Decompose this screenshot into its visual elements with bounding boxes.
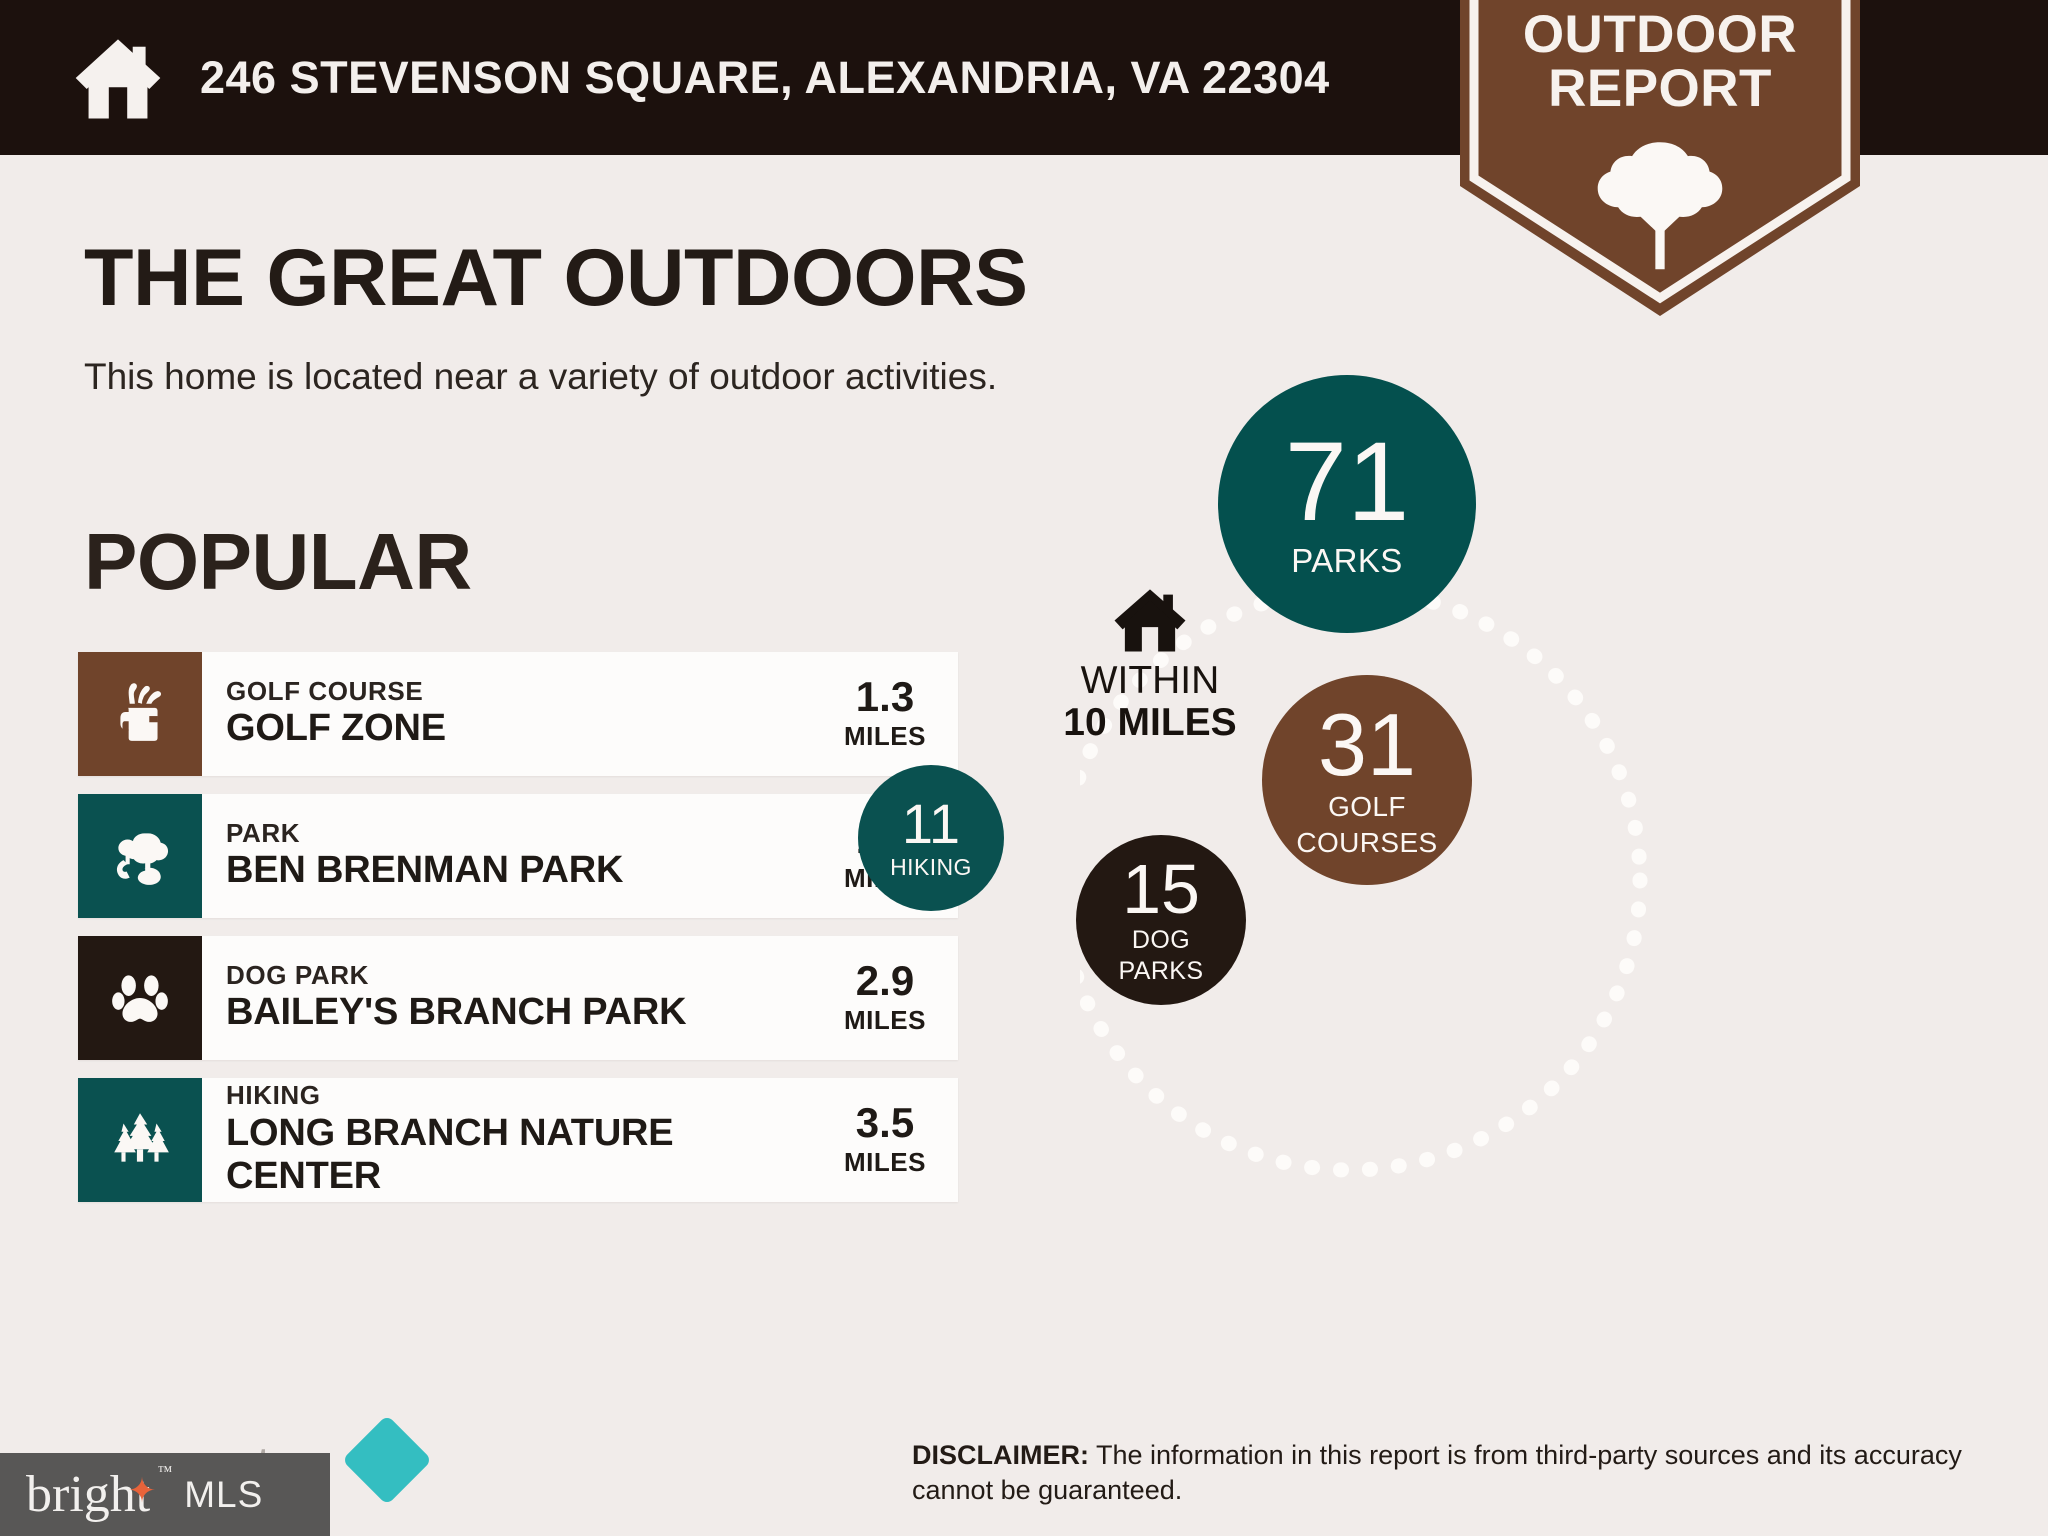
page-title: THE GREAT OUTDOORS — [84, 233, 1028, 323]
list-item-category: PARK — [226, 817, 301, 848]
badge-line-1: OUTDOOR — [1522, 5, 1798, 64]
logo-mls-text: MLS — [184, 1473, 264, 1515]
badge-line-2: REPORT — [1548, 59, 1772, 119]
list-item-name: GOLF ZONE — [226, 707, 446, 750]
list-item-category: HIKING — [226, 1080, 321, 1111]
logo-tm: ™ — [157, 1463, 173, 1480]
bubble-label: GOLF — [1328, 791, 1406, 823]
disclaimer: DISCLAIMER: The information in this repo… — [912, 1438, 1982, 1507]
category-tile-golf-course — [78, 652, 202, 776]
popular-list: GOLF COURSE GOLF ZONE 1.3 MILES — [78, 652, 958, 1220]
bright-mls-logo: bright ✦ ™ MLS — [0, 1453, 330, 1536]
list-item[interactable]: HIKING LONG BRANCH NATURE CENTER 3.5 MIL… — [78, 1078, 958, 1202]
list-item-category: GOLF COURSE — [226, 675, 424, 706]
center-line-1: WITHIN — [1080, 659, 1220, 702]
property-address: 246 STEVENSON SQUARE, ALEXANDRIA, VA 223… — [200, 51, 1330, 103]
park-trees-icon — [116, 833, 169, 885]
pine-trees-icon — [114, 1113, 169, 1162]
outdoor-report-badge: OUTDOOR REPORT — [1460, 0, 1860, 316]
bubble-label: PARKS — [1291, 541, 1403, 579]
list-item-name: BEN BRENMAN PARK — [226, 849, 624, 892]
badge-label: OUTDOOR REPORT — [1460, 5, 1860, 119]
house-icon — [1114, 589, 1186, 652]
distance-unit: MILES — [844, 1005, 926, 1035]
category-tile-park — [78, 794, 202, 918]
bubble-label: HIKING — [890, 853, 972, 880]
popular-heading: POPULAR — [84, 517, 472, 606]
chart-center-label: WITHIN 10 MILES — [1010, 585, 1290, 744]
center-line-2: 10 MILES — [1063, 700, 1237, 744]
list-item-distance: 3.5 MILES — [826, 1078, 958, 1202]
bubble-value: 31 — [1318, 694, 1416, 794]
list-item-name: LONG BRANCH NATURE CENTER — [226, 1111, 674, 1198]
category-tile-hiking — [78, 1078, 202, 1202]
tree-icon — [1597, 142, 1723, 270]
badge-shape — [1460, 0, 1860, 316]
bubble-value: 15 — [1122, 849, 1200, 928]
golf-bag-icon — [120, 683, 162, 741]
bubble-golf-courses[interactable]: 31 GOLF COURSES — [1262, 675, 1472, 885]
distance-unit: MILES — [844, 721, 926, 751]
bubble-label-2: COURSES — [1296, 826, 1438, 858]
category-tile-dog-park — [78, 936, 202, 1060]
list-item-text: GOLF COURSE GOLF ZONE — [202, 652, 826, 776]
distance-value: 2.9 — [855, 957, 915, 1004]
list-item-category: DOG PARK — [226, 959, 369, 990]
bubble-dog-parks[interactable]: 15 DOG PARKS — [1076, 835, 1246, 1005]
logo-bright-text: bright ✦ ™ — [26, 1463, 173, 1523]
distance-value: 3.5 — [855, 1099, 915, 1146]
paw-print-icon — [112, 975, 168, 1022]
list-item[interactable]: GOLF COURSE GOLF ZONE 1.3 MILES — [78, 652, 958, 776]
list-item[interactable]: DOG PARK BAILEY'S BRANCH PARK 2.9 MILES — [78, 936, 958, 1060]
bubble-parks[interactable]: 71 PARKS — [1218, 375, 1476, 633]
list-item-distance: 2.9 MILES — [826, 936, 958, 1060]
list-item-name: BAILEY'S BRANCH PARK — [226, 991, 687, 1034]
list-item-distance: 1.3 MILES — [826, 652, 958, 776]
logo-star-icon: ✦ — [127, 1472, 157, 1510]
distance-unit: MILES — [844, 1147, 926, 1177]
within-10-miles-chart: 71 PARKS 31 GOLF COURSES 15 DOG PARKS 11… — [858, 375, 1960, 1310]
page-subtitle: This home is located near a variety of o… — [84, 356, 998, 397]
house-icon — [75, 38, 161, 118]
list-item[interactable]: PARK BEN BRENMAN PARK 1.6 MILES — [78, 794, 958, 918]
list-item-text: DOG PARK BAILEY'S BRANCH PARK — [202, 936, 826, 1060]
bubble-label-2: PARKS — [1118, 957, 1204, 986]
disclaimer-label: DISCLAIMER: — [912, 1440, 1089, 1470]
distance-value: 1.3 — [855, 673, 915, 720]
list-item-text: HIKING LONG BRANCH NATURE CENTER — [202, 1078, 826, 1202]
homereports-diamond-icon — [341, 1414, 433, 1506]
bubble-label: DOG — [1131, 926, 1191, 954]
bubble-value: 71 — [1284, 419, 1410, 545]
list-item-text: PARK BEN BRENMAN PARK — [202, 794, 826, 918]
disclaimer-text: The information in this report is from t… — [912, 1440, 1962, 1505]
bubble-value: 11 — [901, 792, 961, 856]
bubble-hiking[interactable]: 11 HIKING — [858, 765, 1004, 911]
